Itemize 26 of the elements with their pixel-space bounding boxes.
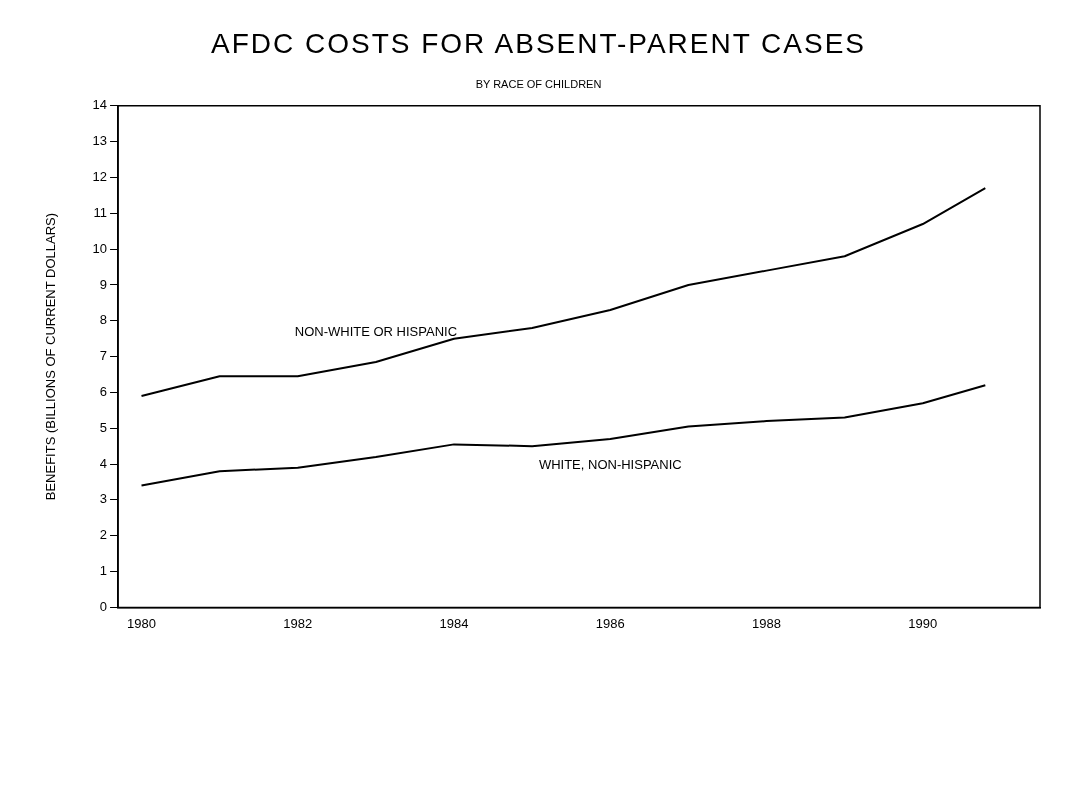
x-tick-label: 1984 (439, 615, 469, 631)
x-tick-label: 1986 (595, 615, 625, 631)
series-label: NON-WHITE OR HISPANIC (294, 323, 458, 339)
y-tick-label: 8 (99, 312, 108, 328)
x-tick-label: 1988 (752, 615, 781, 631)
y-tick-label: 4 (99, 455, 108, 471)
x-tick-label: 1990 (908, 615, 938, 631)
y-tick-label: 12 (92, 169, 108, 185)
y-tick-label: 13 (92, 133, 108, 149)
y-axis-title: BENEFITS (BILLIONS OF CURRENT DOLLARS) (43, 212, 59, 501)
y-tick-label: 9 (99, 276, 108, 292)
x-tick-label: 1982 (283, 615, 313, 631)
y-tick-label: 5 (99, 419, 108, 435)
y-tick-label: 7 (99, 348, 108, 364)
y-tick-label: 6 (99, 384, 108, 400)
y-tick-label: 1 (99, 563, 108, 579)
chart-subtitle: BY RACE OF CHILDREN (474, 78, 603, 90)
series-label: WHITE, NON-HISPANIC (538, 456, 682, 472)
x-tick-label: 1980 (127, 615, 156, 631)
y-tick-label: 14 (92, 97, 108, 113)
y-tick-label: 0 (99, 598, 108, 614)
chart-title: AFDC COSTS FOR ABSENT-PARENT CASES (209, 28, 868, 60)
y-tick-label: 10 (92, 240, 108, 256)
y-tick-label: 11 (93, 204, 108, 220)
y-tick-label: 3 (99, 491, 108, 507)
y-tick-label: 2 (99, 527, 108, 543)
